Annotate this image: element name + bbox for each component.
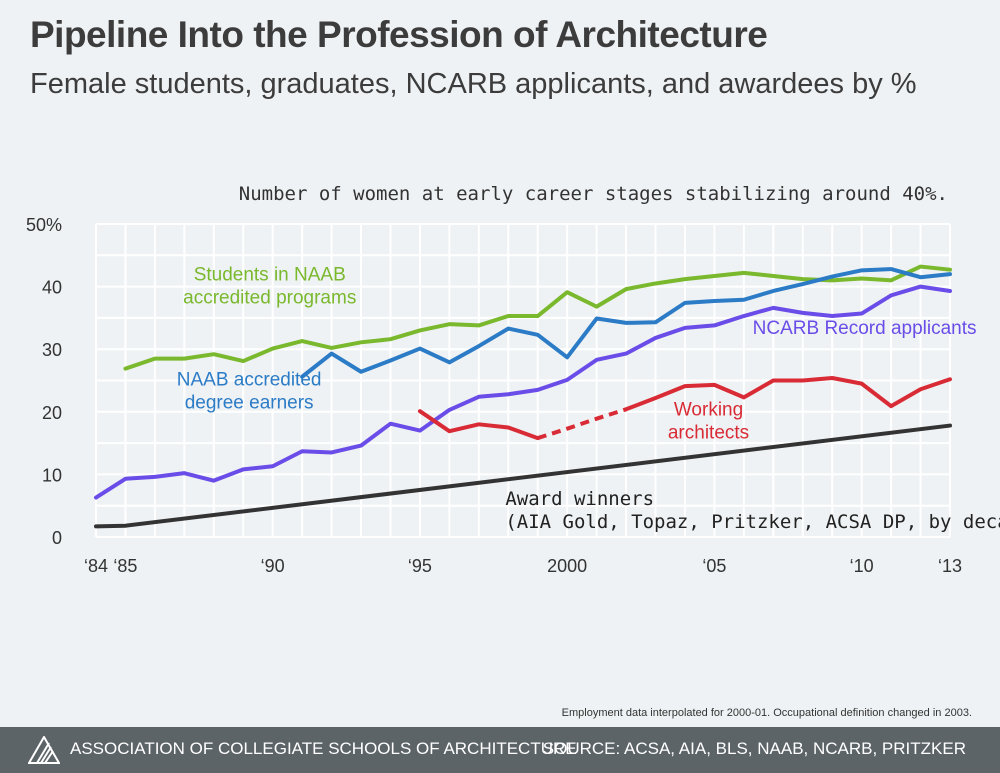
- y-tick-label: 10: [42, 465, 62, 485]
- x-tick-label: ‘95: [408, 556, 432, 576]
- chart-series: [94, 264, 952, 529]
- series-line-ncarb: [94, 284, 952, 500]
- series-label-degree: NAAB accredited degree earners: [177, 370, 322, 414]
- y-tick-label: 50%: [26, 215, 62, 235]
- series-label-line: (AIA Gold, Topaz, Pritzker, ACSA DP, by …: [505, 511, 1000, 533]
- y-axis: 50% 40 30 20 10 0: [26, 215, 62, 548]
- x-tick-label: ‘90: [261, 556, 285, 576]
- series-label-line: NAAB accredited: [177, 370, 322, 391]
- line-chart: Number of women at early career stages s…: [26, 183, 1000, 576]
- series-label-line: Award winners: [505, 488, 654, 510]
- series-line-working: [624, 375, 952, 412]
- series-label-award: Award winners (AIA Gold, Topaz, Pritzker,…: [505, 488, 1000, 533]
- footer-source: SOURCE: ACSA, AIA, BLS, NAAB, NCARB, PRI…: [542, 739, 966, 758]
- series-line-degree: [300, 267, 952, 379]
- series-label-line: architects: [668, 423, 749, 444]
- footnote: Employment data interpolated for 2000-01…: [561, 707, 972, 719]
- series-label-line: degree earners: [185, 393, 314, 414]
- y-tick-label: 30: [42, 340, 62, 360]
- series-labels: Students in NAAB accredited programs NAAB …: [177, 264, 1000, 533]
- series-label-students: Students in NAAB accredited programs: [183, 264, 356, 308]
- series-label-line: Students in NAAB: [194, 264, 346, 285]
- series-label-line: accredited programs: [183, 287, 356, 308]
- chart-subtitle: Female students, graduates, NCARB applic…: [30, 68, 917, 100]
- series-label-line: NCARB Record applicants: [753, 318, 977, 339]
- series-line-students: [123, 264, 952, 371]
- y-tick-label: 40: [42, 278, 62, 298]
- x-tick-label: ‘10: [850, 556, 874, 576]
- footer-bar: ASSOCIATION OF COLLEGIATE SCHOOLS OF ARC…: [0, 727, 1000, 773]
- y-tick-label: 20: [42, 403, 62, 423]
- series-label-line: Working: [674, 400, 743, 421]
- x-tick-label: ‘84: [84, 556, 108, 576]
- chart-grid: [95, 223, 951, 538]
- x-axis: ‘84 ‘85 ‘90 ‘95 2000 ‘05 ‘10 ‘13: [84, 556, 962, 576]
- x-tick-label: ‘13: [938, 556, 962, 576]
- series-line-award: [94, 423, 952, 529]
- chart-title: Pipeline Into the Profession of Architec…: [30, 14, 768, 55]
- series-label-ncarb: NCARB Record applicants: [753, 318, 977, 339]
- x-tick-label: 2000: [547, 556, 587, 576]
- footer-organization: ASSOCIATION OF COLLEGIATE SCHOOLS OF ARC…: [70, 739, 577, 758]
- x-tick-label: ‘85: [113, 556, 137, 576]
- chart-annotation: Number of women at early career stages s…: [239, 183, 948, 205]
- y-tick-label: 0: [52, 528, 62, 548]
- series-line-working: [417, 409, 540, 441]
- series-line-working-interpolated: [537, 407, 627, 440]
- x-tick-label: ‘05: [702, 556, 726, 576]
- acsa-logo-icon: [28, 736, 60, 764]
- series-label-working: Working architects: [668, 400, 749, 444]
